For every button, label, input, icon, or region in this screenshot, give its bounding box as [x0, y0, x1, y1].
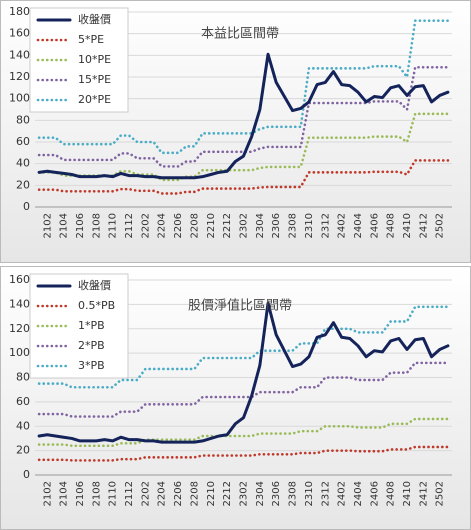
- y-tick-label: 140: [9, 297, 30, 310]
- x-tick-label: 2306: [271, 213, 282, 238]
- x-tick-label: 2108: [91, 481, 102, 506]
- series-line: [37, 305, 450, 389]
- x-tick-label: 2410: [402, 481, 413, 506]
- series-line: [37, 301, 450, 444]
- series-line: [37, 417, 450, 448]
- x-tick-label: 2412: [418, 481, 429, 506]
- y-tick-label: 120: [9, 322, 30, 335]
- x-tick-label: 2106: [75, 213, 86, 238]
- x-tick-label: 2112: [124, 481, 135, 506]
- y-tick-label: 160: [9, 27, 30, 40]
- x-tick-label: 2304: [255, 213, 266, 238]
- x-tick-label: 2302: [239, 213, 250, 238]
- x-tick-label: 2208: [189, 481, 200, 506]
- series-line: [37, 65, 450, 168]
- x-tick-label: 2204: [157, 213, 168, 238]
- x-tick-label: 2404: [353, 481, 364, 506]
- y-tick-label: 0: [23, 468, 30, 481]
- x-tick-label: 2110: [108, 481, 119, 506]
- y-tick-label: 80: [16, 113, 30, 126]
- x-tick-label: 2204: [157, 481, 168, 506]
- y-tick-label: 60: [16, 135, 30, 148]
- legend-label: 10*PE: [78, 53, 111, 66]
- x-tick-label: 2202: [140, 481, 151, 506]
- x-tick-label: 2302: [239, 481, 250, 506]
- x-tick-label: 2104: [59, 481, 70, 506]
- y-tick-label: 20: [16, 444, 30, 457]
- legend-label: 5*PE: [78, 33, 104, 46]
- x-tick-label: 2212: [222, 481, 233, 506]
- x-tick-label: 2208: [189, 213, 200, 238]
- legend-label: 收盤價: [78, 278, 111, 292]
- x-tick-label: 2410: [402, 213, 413, 238]
- y-tick-label: 60: [16, 395, 30, 408]
- legend-label: 收盤價: [78, 12, 111, 26]
- series-line: [37, 52, 450, 180]
- x-tick-label: 2308: [288, 213, 299, 238]
- annotation: 本益比區間帶: [201, 27, 279, 42]
- series-line: [37, 159, 450, 195]
- legend-label: 0.5*PB: [78, 299, 115, 312]
- x-tick-label: 2206: [173, 481, 184, 506]
- series-line: [37, 361, 450, 418]
- x-tick-label: 2102: [42, 213, 53, 238]
- x-tick-label: 2206: [173, 213, 184, 238]
- x-tick-label: 2402: [337, 481, 348, 506]
- x-tick-label: 2202: [140, 213, 151, 238]
- x-tick-label: 2104: [59, 213, 70, 238]
- x-tick-label: 2502: [435, 213, 446, 238]
- x-tick-label: 2502: [435, 481, 446, 506]
- x-tick-label: 2406: [369, 481, 380, 506]
- x-tick-label: 2404: [353, 213, 364, 238]
- x-tick-label: 2210: [206, 481, 217, 506]
- legend-label: 20*PE: [78, 93, 111, 106]
- x-tick-label: 2212: [222, 213, 233, 238]
- y-tick-label: 40: [16, 419, 30, 432]
- x-tick-label: 2312: [320, 481, 331, 506]
- x-tick-label: 2408: [386, 481, 397, 506]
- y-tick-label: 80: [16, 371, 30, 384]
- legend-label: 3*PB: [78, 359, 105, 372]
- x-tick-label: 2106: [75, 481, 86, 506]
- x-tick-label: 2112: [124, 213, 135, 238]
- x-tick-label: 2312: [320, 213, 331, 238]
- x-tick-label: 2412: [418, 213, 429, 238]
- x-tick-label: 2110: [108, 213, 119, 238]
- series-line: [37, 445, 450, 462]
- y-tick-label: 40: [16, 157, 30, 170]
- x-tick-label: 2406: [369, 213, 380, 238]
- legend-label: 1*PB: [78, 319, 105, 332]
- x-tick-label: 2108: [91, 213, 102, 238]
- x-tick-label: 2310: [304, 481, 315, 506]
- x-tick-label: 2308: [288, 481, 299, 506]
- y-tick-label: 0: [23, 200, 30, 213]
- x-tick-label: 2102: [42, 481, 53, 506]
- y-tick-label: 180: [9, 5, 30, 18]
- y-tick-label: 100: [9, 92, 30, 105]
- legend-label: 15*PE: [78, 73, 111, 86]
- y-tick-label: 100: [9, 346, 30, 359]
- x-tick-label: 2402: [337, 213, 348, 238]
- x-tick-label: 2210: [206, 213, 217, 238]
- x-tick-label: 2310: [304, 213, 315, 238]
- y-tick-label: 160: [9, 273, 30, 286]
- legend-label: 2*PB: [78, 339, 105, 352]
- annotation: 股價淨值比區間帶: [188, 298, 292, 314]
- x-tick-label: 2306: [271, 481, 282, 506]
- x-tick-label: 2304: [255, 481, 266, 506]
- y-tick-label: 120: [9, 70, 30, 83]
- x-tick-label: 2408: [386, 213, 397, 238]
- y-tick-label: 140: [9, 48, 30, 61]
- y-tick-label: 20: [16, 178, 30, 191]
